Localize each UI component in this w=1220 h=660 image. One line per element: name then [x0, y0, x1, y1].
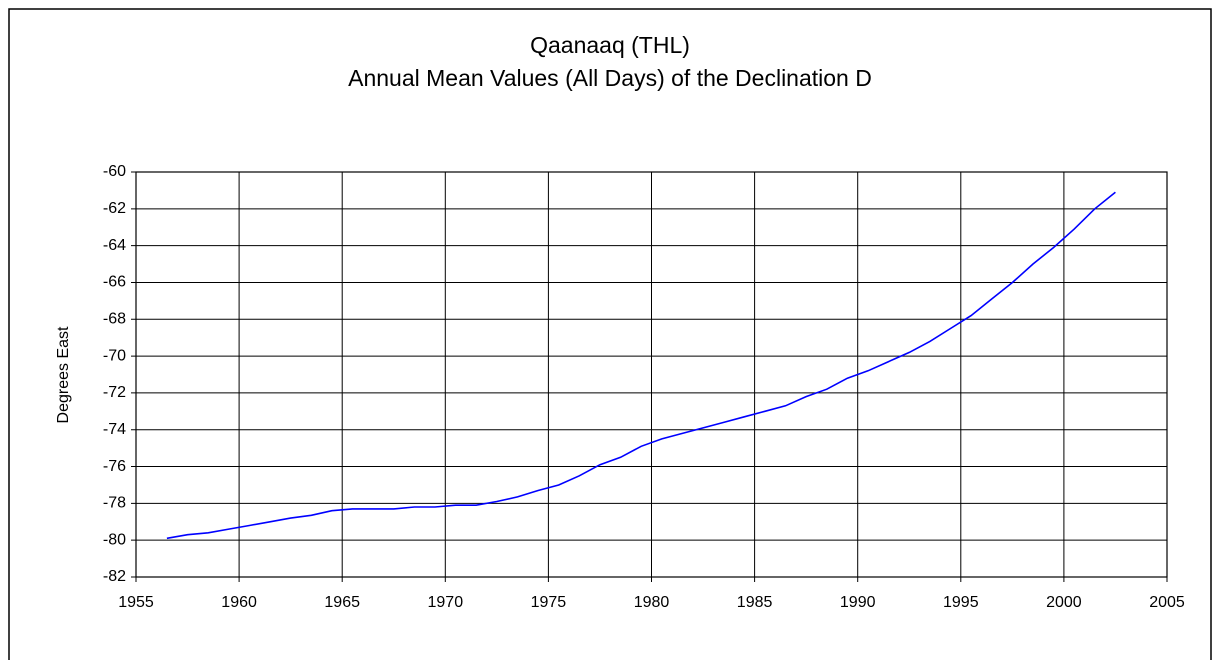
- x-tick-label: 1990: [840, 594, 876, 611]
- x-tick-label: 1985: [737, 594, 773, 611]
- chart-title: Qaanaaq (THL): [530, 32, 690, 58]
- y-axis-label: Degrees East: [55, 326, 72, 423]
- y-tick-label: -76: [103, 458, 126, 475]
- y-tick-label: -62: [103, 200, 126, 217]
- y-tick-label: -78: [103, 495, 126, 512]
- y-tick-label: -66: [103, 274, 126, 291]
- y-tick-label: -74: [103, 421, 126, 438]
- x-tick-label: 1965: [324, 594, 360, 611]
- y-tick-label: -72: [103, 384, 126, 401]
- x-tick-label: 1980: [634, 594, 670, 611]
- data-line: [166, 191, 1116, 540]
- x-tick-label: 1960: [221, 594, 257, 611]
- x-tick-label: 1970: [428, 594, 464, 611]
- y-tick-label: -80: [103, 531, 126, 548]
- y-tick-label: -68: [103, 310, 126, 327]
- chart-subtitle: Annual Mean Values (All Days) of the Dec…: [348, 65, 872, 91]
- y-tick-label: -60: [103, 163, 126, 180]
- x-tick-label: 1975: [531, 594, 567, 611]
- y-tick-label: -82: [103, 568, 126, 585]
- x-tick-label: 2005: [1149, 594, 1185, 611]
- x-tick-label: 1995: [943, 594, 979, 611]
- y-tick-label: -70: [103, 347, 126, 364]
- plot-border: [135, 171, 1168, 578]
- chart-frame: [8, 8, 1212, 660]
- y-tick-label: -64: [103, 237, 126, 254]
- x-tick-label: 1955: [118, 594, 154, 611]
- x-tick-label: 2000: [1046, 594, 1082, 611]
